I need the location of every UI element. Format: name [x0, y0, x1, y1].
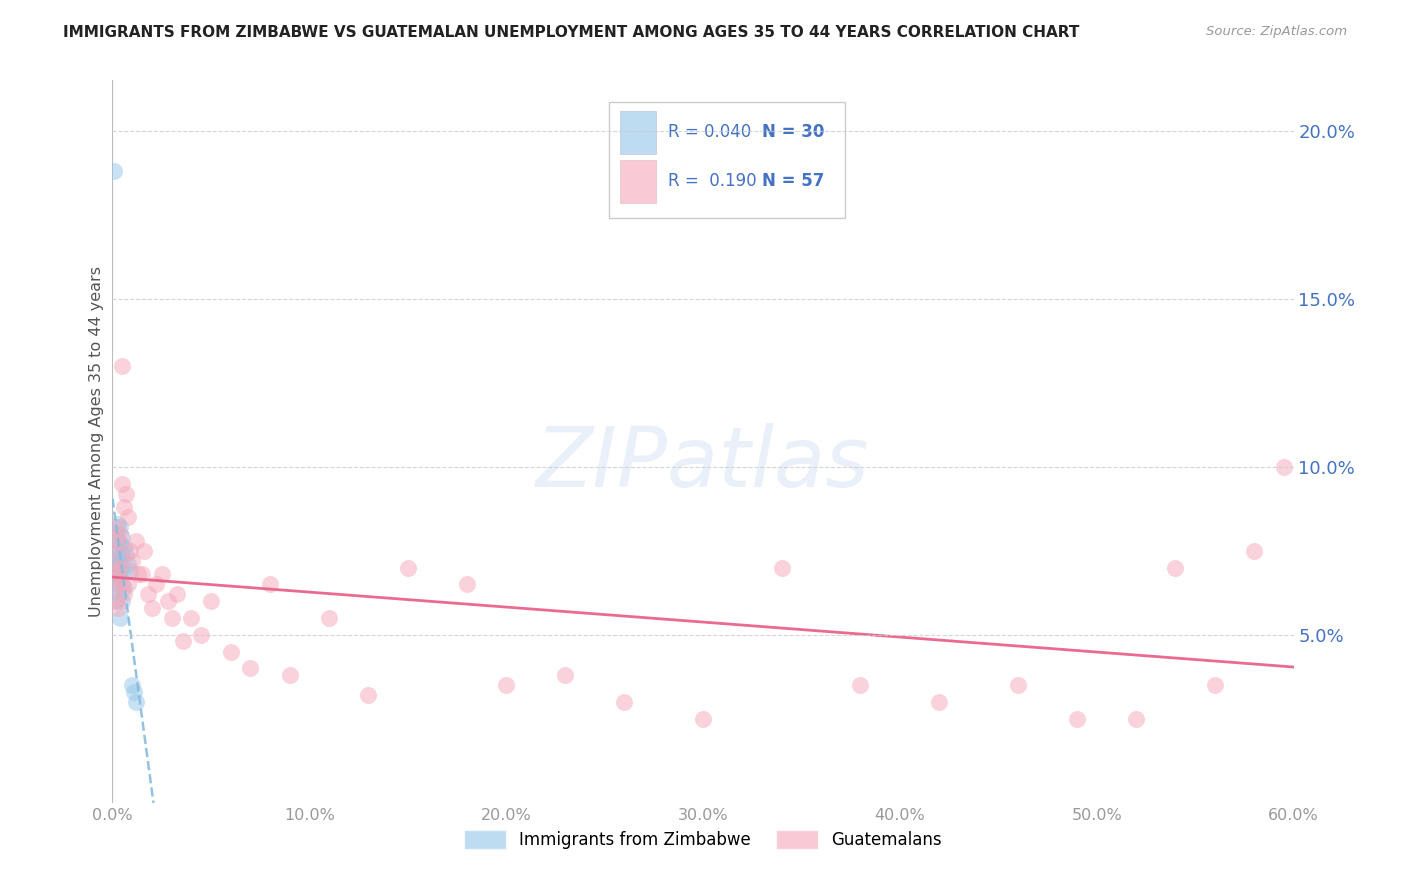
Point	[103, 577, 125, 591]
Point	[110, 560, 132, 574]
Point	[117, 510, 139, 524]
Point	[120, 564, 142, 578]
Point	[1066, 712, 1088, 726]
Point	[166, 587, 188, 601]
Point	[495, 678, 517, 692]
Point	[105, 527, 128, 541]
Legend: Immigrants from Zimbabwe, Guatemalans: Immigrants from Zimbabwe, Guatemalans	[457, 823, 949, 856]
Point	[105, 543, 128, 558]
Point	[239, 661, 262, 675]
Point	[131, 567, 153, 582]
Text: R =  0.190: R = 0.190	[668, 172, 756, 190]
Point	[111, 564, 134, 578]
Point	[928, 695, 950, 709]
Point	[122, 685, 145, 699]
Point	[219, 644, 242, 658]
Point	[111, 359, 134, 373]
Point	[172, 634, 194, 648]
Point	[396, 560, 419, 574]
Point	[121, 554, 143, 568]
Point	[132, 543, 155, 558]
Point	[107, 516, 129, 531]
Point	[141, 600, 163, 615]
Point	[105, 594, 128, 608]
Point	[150, 567, 173, 582]
Point	[200, 594, 222, 608]
Point	[1204, 678, 1226, 692]
Point	[770, 560, 793, 574]
Point	[456, 577, 478, 591]
Point	[111, 530, 134, 544]
Point	[105, 594, 128, 608]
Point	[105, 577, 128, 591]
Point	[107, 533, 129, 548]
Point	[105, 520, 128, 534]
FancyBboxPatch shape	[620, 111, 655, 154]
Text: N = 57: N = 57	[762, 172, 824, 190]
FancyBboxPatch shape	[609, 102, 845, 218]
Point	[259, 577, 281, 591]
Text: N = 30: N = 30	[762, 123, 824, 141]
Point	[117, 558, 139, 572]
Point	[1164, 560, 1187, 574]
Point	[103, 567, 125, 582]
Point	[110, 554, 132, 568]
Point	[110, 520, 132, 534]
Point	[190, 628, 212, 642]
Point	[156, 594, 179, 608]
Point	[115, 547, 138, 561]
Point	[107, 567, 129, 582]
Point	[103, 554, 125, 568]
Point	[110, 537, 132, 551]
Point	[125, 533, 148, 548]
Point	[105, 560, 128, 574]
Point	[103, 584, 125, 599]
Point	[103, 543, 125, 558]
Point	[111, 476, 134, 491]
Text: ZIPatlas: ZIPatlas	[536, 423, 870, 504]
Point	[278, 668, 301, 682]
Point	[111, 547, 134, 561]
Point	[554, 668, 576, 682]
Text: Source: ZipAtlas.com: Source: ZipAtlas.com	[1206, 25, 1347, 38]
Point	[110, 571, 132, 585]
Point	[112, 587, 135, 601]
Point	[107, 567, 129, 582]
Point	[120, 543, 142, 558]
Text: IMMIGRANTS FROM ZIMBABWE VS GUATEMALAN UNEMPLOYMENT AMONG AGES 35 TO 44 YEARS CO: IMMIGRANTS FROM ZIMBABWE VS GUATEMALAN U…	[63, 25, 1080, 40]
Point	[125, 695, 148, 709]
Point	[112, 581, 135, 595]
Point	[145, 577, 167, 591]
Point	[105, 560, 128, 574]
Point	[692, 712, 714, 726]
Point	[112, 541, 135, 555]
Point	[127, 567, 149, 582]
Point	[160, 611, 183, 625]
Point	[136, 587, 159, 601]
Point	[318, 611, 340, 625]
Point	[1243, 543, 1265, 558]
Point	[357, 688, 380, 702]
Point	[1007, 678, 1029, 692]
Point	[121, 678, 143, 692]
Point	[613, 695, 636, 709]
Text: R = 0.040: R = 0.040	[668, 123, 751, 141]
Point	[112, 500, 135, 514]
FancyBboxPatch shape	[620, 160, 655, 203]
Point	[1272, 459, 1295, 474]
Point	[110, 611, 132, 625]
Point	[115, 486, 138, 500]
Point	[111, 594, 134, 608]
Point	[110, 527, 132, 541]
Point	[107, 550, 129, 565]
Point	[111, 577, 134, 591]
Point	[107, 600, 129, 615]
Point	[180, 611, 202, 625]
Point	[849, 678, 872, 692]
Point	[103, 164, 125, 178]
Y-axis label: Unemployment Among Ages 35 to 44 years: Unemployment Among Ages 35 to 44 years	[89, 266, 104, 617]
Point	[107, 533, 129, 548]
Point	[117, 577, 139, 591]
Point	[1125, 712, 1147, 726]
